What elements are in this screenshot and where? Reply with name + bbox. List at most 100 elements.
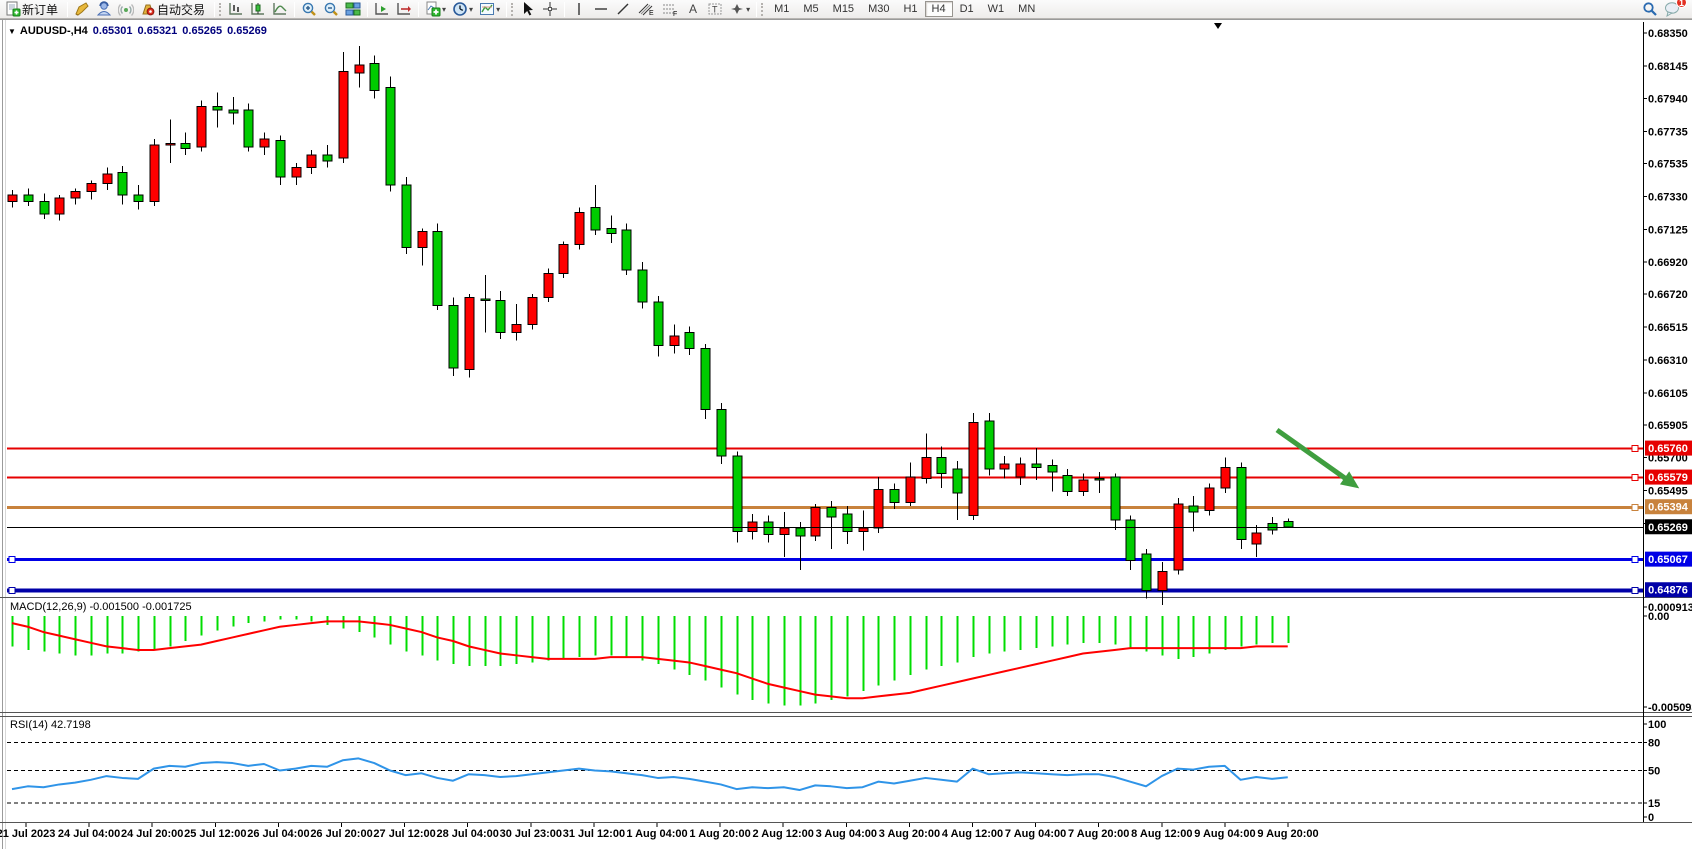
timeframe-button-H1[interactable]: H1 bbox=[903, 3, 918, 15]
svg-text:-0.005093: -0.005093 bbox=[1648, 702, 1692, 714]
svg-text:0.66720: 0.66720 bbox=[1648, 289, 1688, 301]
svg-text:0.65067: 0.65067 bbox=[1648, 554, 1688, 566]
svg-text:4 Aug 12:00: 4 Aug 12:00 bbox=[942, 828, 1003, 840]
tile-windows-button[interactable] bbox=[342, 0, 364, 18]
fibonacci-icon: F bbox=[661, 1, 679, 17]
signal-icon bbox=[118, 1, 135, 17]
svg-text:7 Aug 04:00: 7 Aug 04:00 bbox=[1005, 828, 1066, 840]
svg-text:0.000913: 0.000913 bbox=[1648, 602, 1692, 614]
chevron-down-icon: ▾ bbox=[442, 4, 447, 14]
timeframe-button-W1[interactable]: W1 bbox=[987, 3, 1005, 15]
vertical-line-icon bbox=[571, 1, 587, 17]
text-label-tool-button[interactable]: T bbox=[704, 0, 726, 18]
main-toolbar: 新订单 自动交易 bbox=[0, 0, 1692, 19]
svg-text:9 Aug 04:00: 9 Aug 04:00 bbox=[1194, 828, 1255, 840]
svg-text:100: 100 bbox=[1648, 719, 1666, 731]
text-label-icon: T bbox=[707, 1, 723, 17]
chevron-down-icon: ▾ bbox=[469, 4, 474, 14]
crosshair-tool-button[interactable] bbox=[539, 0, 561, 18]
support-chat-button[interactable] bbox=[93, 0, 115, 18]
timeframe-button-MN[interactable]: MN bbox=[1018, 3, 1036, 15]
high-value: 0.65321 bbox=[137, 25, 178, 37]
chart-shift-button[interactable] bbox=[393, 0, 415, 18]
equidistant-channel-icon: E bbox=[637, 1, 655, 17]
svg-text:0.68145: 0.68145 bbox=[1648, 61, 1688, 73]
zoom-in-button[interactable] bbox=[298, 0, 320, 18]
bar-chart-type-button[interactable] bbox=[225, 0, 247, 18]
svg-text:0.66105: 0.66105 bbox=[1648, 388, 1688, 400]
candle-chart-type-button[interactable] bbox=[247, 0, 269, 18]
symbol-period-label: AUDUSD-,H4 bbox=[19, 25, 88, 37]
svg-text:E: E bbox=[649, 10, 654, 17]
cursor-tool-button[interactable] bbox=[517, 0, 539, 18]
svg-text:0.64876: 0.64876 bbox=[1648, 585, 1688, 597]
vertical-line-tool-button[interactable] bbox=[568, 0, 590, 18]
timeframe-button-M1[interactable]: M1 bbox=[774, 3, 790, 15]
channel-tool-button[interactable]: E bbox=[634, 0, 658, 18]
tile-windows-icon bbox=[345, 1, 361, 17]
svg-text:15: 15 bbox=[1648, 798, 1660, 810]
line-chart-icon bbox=[272, 1, 288, 17]
svg-text:9 Aug 20:00: 9 Aug 20:00 bbox=[1257, 828, 1318, 840]
crayon-tool-button[interactable] bbox=[71, 0, 93, 18]
candles-layer bbox=[7, 45, 1294, 606]
auto-scroll-button[interactable] bbox=[371, 0, 393, 18]
svg-text:0.65905: 0.65905 bbox=[1648, 420, 1688, 432]
horizontal-line-tool-button[interactable] bbox=[590, 0, 612, 18]
zoom-in-icon bbox=[301, 1, 317, 17]
svg-text:28 Jul 04:00: 28 Jul 04:00 bbox=[437, 828, 499, 840]
zoom-out-button[interactable] bbox=[320, 0, 342, 18]
svg-text:0.65579: 0.65579 bbox=[1648, 472, 1688, 484]
text-tool-button[interactable]: A bbox=[682, 0, 704, 18]
chevron-down-icon: ▾ bbox=[746, 4, 751, 14]
svg-text:0.66920: 0.66920 bbox=[1648, 257, 1688, 269]
template-icon bbox=[479, 1, 495, 17]
arrows-tool-button[interactable]: ▾ bbox=[726, 0, 753, 18]
svg-text:A: A bbox=[689, 2, 697, 16]
chart-window[interactable]: ▼ AUDUSD-,H4 0.65301 0.65321 0.65265 0.65269 … bbox=[0, 19, 1692, 849]
signal-broadcast-button[interactable] bbox=[115, 0, 137, 18]
notifications-button[interactable]: 1 bbox=[1661, 0, 1687, 18]
crayon-icon bbox=[74, 1, 90, 17]
svg-text:0.66515: 0.66515 bbox=[1648, 322, 1688, 334]
cursor-arrow-icon bbox=[520, 1, 536, 17]
templates-button[interactable]: ▾ bbox=[476, 0, 503, 18]
line-chart-type-button[interactable] bbox=[269, 0, 291, 18]
new-order-button[interactable]: 新订单 bbox=[2, 0, 64, 18]
quotes-dropdown-icon[interactable]: ▼ bbox=[8, 27, 16, 36]
svg-text:27 Jul 12:00: 27 Jul 12:00 bbox=[373, 828, 435, 840]
svg-text:3 Aug 04:00: 3 Aug 04:00 bbox=[816, 828, 877, 840]
timeframe-button-M15[interactable]: M15 bbox=[832, 3, 855, 15]
rsi-pane bbox=[7, 742, 1643, 804]
svg-text:25 Jul 12:00: 25 Jul 12:00 bbox=[184, 828, 246, 840]
indicators-button[interactable]: ▾ bbox=[422, 0, 449, 18]
timeframe-button-group: M1 M5 M15 M30 H1 H4 D1 W1 MN bbox=[767, 1, 1042, 17]
fibonacci-tool-button[interactable]: F bbox=[658, 0, 682, 18]
timeframe-button-H4[interactable]: H4 bbox=[924, 1, 953, 17]
autotrading-icon bbox=[140, 1, 156, 17]
time-axis: 21 Jul 2023 24 Jul 04:00 24 Jul 20:00 25 Ju… bbox=[0, 823, 1319, 840]
svg-text:24 Jul 20:00: 24 Jul 20:00 bbox=[121, 828, 183, 840]
search-button[interactable] bbox=[1639, 0, 1661, 18]
horizontal-line-icon bbox=[593, 1, 609, 17]
trendline-icon bbox=[615, 1, 631, 17]
svg-text:0: 0 bbox=[1648, 812, 1654, 824]
svg-text:0.67330: 0.67330 bbox=[1648, 191, 1688, 203]
timeframe-button-M30[interactable]: M30 bbox=[868, 3, 890, 15]
indicators-icon bbox=[425, 1, 441, 17]
svg-text:0.00: 0.00 bbox=[1648, 611, 1669, 623]
chart-shift-marker-icon[interactable] bbox=[1214, 23, 1222, 29]
trend-arrow-annotation[interactable] bbox=[1275, 427, 1360, 489]
notification-badge: 1 bbox=[1676, 0, 1687, 8]
svg-text:0.67535: 0.67535 bbox=[1648, 159, 1688, 171]
periods-button[interactable]: ▾ bbox=[449, 0, 476, 18]
svg-text:21 Jul 2023: 21 Jul 2023 bbox=[0, 828, 55, 840]
price-chart-canvas[interactable]: 0.68350 0.68145 0.67940 0.67735 0.67535 0.673… bbox=[0, 19, 1692, 849]
svg-text:0.68350: 0.68350 bbox=[1648, 28, 1688, 40]
timeframe-button-M5[interactable]: M5 bbox=[803, 3, 819, 15]
autotrading-button[interactable]: 自动交易 bbox=[137, 0, 211, 18]
trendline-tool-button[interactable] bbox=[612, 0, 634, 18]
new-order-icon bbox=[5, 1, 21, 17]
timeframe-button-D1[interactable]: D1 bbox=[959, 3, 974, 15]
